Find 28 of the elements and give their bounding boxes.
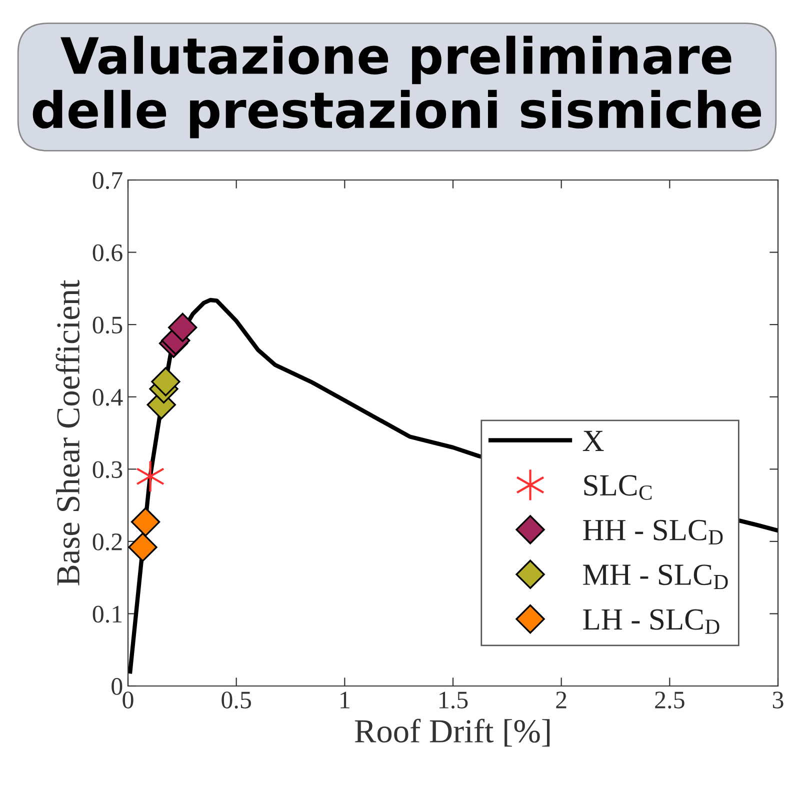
legend-label: HH - SLC$_{D}$: [583, 520, 723, 544]
legend-label: SLC$_{C}$: [584, 475, 652, 500]
y-tick-label: 0.3: [92, 461, 122, 478]
y-tick-label: 0.2: [92, 533, 122, 550]
x-tick-label: 0.5: [222, 692, 251, 709]
y-tick-label: 0: [112, 678, 122, 695]
y-tick-label: 0.5: [92, 316, 122, 334]
y-tick-label: 0.1: [92, 606, 122, 623]
y-tick-label: 0.6: [92, 244, 122, 262]
y-axis-title: Base Shear Coefficient: [56, 280, 80, 586]
legend-label: LH - SLC$_{D}$: [583, 609, 720, 634]
x-tick-label: 2: [556, 692, 566, 708]
legend-label: X: [582, 430, 604, 451]
chart-title: Valutazione preliminare delle prestazioni sismiche: [32, 36, 761, 138]
point: [128, 532, 158, 562]
x-tick-label: 2.5: [655, 692, 684, 709]
x-tick-label: 0: [122, 692, 134, 708]
y-tick-label: 0.4: [92, 388, 123, 406]
point: [136, 460, 165, 493]
x-tick-label: 3: [772, 692, 784, 708]
x-tick-label: 1.5: [440, 692, 468, 709]
point: [168, 312, 198, 342]
y-tick-label: 0.7: [92, 172, 122, 190]
x-tick-label: 1: [340, 692, 350, 708]
legend-label: MH - SLC$_{D}$: [583, 564, 728, 590]
x-axis-title: Roof Drift [%]: [354, 718, 550, 747]
point: [130, 507, 160, 536]
point: [151, 367, 180, 396]
